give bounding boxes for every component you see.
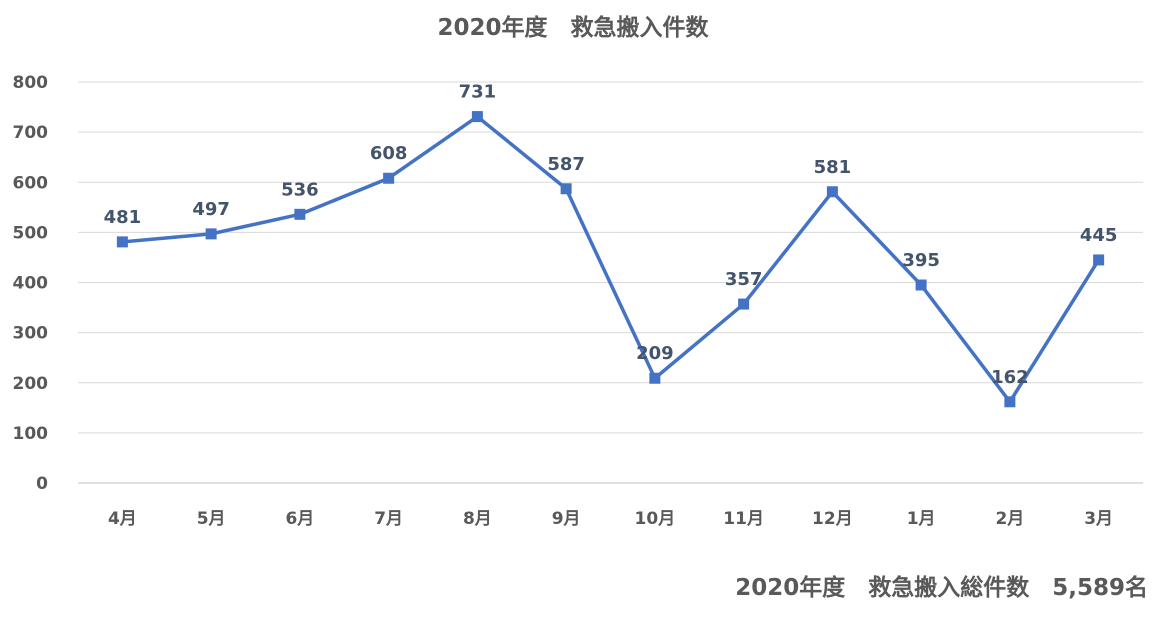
data-point — [649, 372, 661, 384]
y-tick-label: 200 — [13, 374, 49, 394]
y-tick-label: 100 — [13, 424, 49, 444]
data-label: 731 — [459, 82, 497, 103]
x-tick-label: 6月 — [285, 509, 314, 529]
data-point — [560, 183, 572, 195]
y-axis-ticks: 0 100 200 300 400 500 600 700 800 — [13, 73, 49, 494]
y-tick-label: 800 — [13, 73, 49, 93]
data-label: 608 — [370, 143, 408, 164]
data-point — [383, 172, 395, 184]
y-tick-label: 300 — [13, 324, 49, 344]
data-point — [826, 186, 838, 198]
y-tick-label: 500 — [13, 223, 49, 243]
data-point — [116, 236, 128, 248]
x-tick-label: 3月 — [1084, 509, 1113, 529]
data-point — [471, 111, 483, 123]
x-tick-label: 9月 — [552, 509, 581, 529]
series-line — [122, 114, 1101, 404]
data-label: 587 — [547, 154, 585, 175]
data-point — [1004, 396, 1016, 408]
x-axis-ticks: 4月 5月 6月 7月 8月 9月 10月 11月 12月 1月 2月 3月 — [108, 509, 1113, 529]
data-point — [738, 298, 750, 310]
data-label: 162 — [991, 367, 1029, 388]
x-tick-label: 12月 — [812, 509, 853, 529]
data-label: 497 — [192, 199, 230, 220]
data-label: 481 — [104, 207, 142, 228]
chart-title: 2020年度 救急搬入件数 — [437, 14, 709, 41]
y-tick-label: 600 — [13, 173, 49, 193]
data-point — [205, 228, 217, 240]
y-tick-label: 700 — [13, 123, 49, 143]
x-tick-label: 7月 — [374, 509, 403, 529]
x-tick-label: 4月 — [108, 509, 137, 529]
series-layer — [116, 111, 1105, 408]
data-labels: 481 497 536 608 731 587 209 357 581 395 162 445 — [104, 82, 1118, 388]
y-tick-label: 0 — [36, 474, 48, 494]
data-label: 536 — [281, 179, 319, 200]
data-label: 209 — [636, 343, 674, 364]
x-tick-label: 11月 — [723, 509, 764, 529]
data-point — [294, 208, 306, 220]
x-tick-label: 5月 — [197, 509, 226, 529]
x-tick-label: 1月 — [907, 509, 936, 529]
data-label: 445 — [1080, 225, 1118, 246]
data-point — [1093, 254, 1105, 266]
x-tick-label: 8月 — [463, 509, 492, 529]
data-label: 357 — [725, 269, 763, 290]
data-label: 395 — [902, 250, 940, 271]
data-point — [915, 279, 927, 291]
x-tick-label: 2月 — [995, 509, 1024, 529]
x-tick-label: 10月 — [635, 509, 676, 529]
data-label: 581 — [814, 157, 852, 178]
y-tick-label: 400 — [13, 274, 49, 294]
total-cases-note: 2020年度 救急搬入総件数 5,589名 — [735, 575, 1148, 601]
